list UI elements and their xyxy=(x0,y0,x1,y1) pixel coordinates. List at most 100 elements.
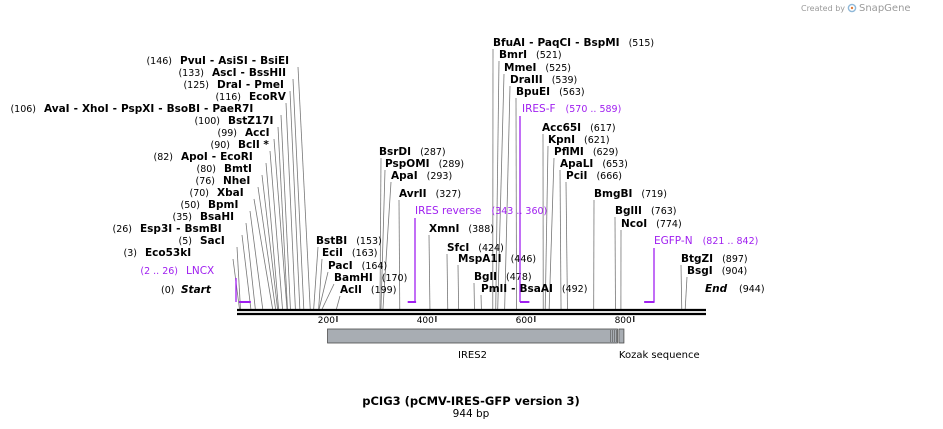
site-pos-bmri: (521) xyxy=(536,50,562,61)
site-name-bsshii[interactable]: BssHII xyxy=(249,67,286,79)
site-name-pspomi[interactable]: PspOMI xyxy=(385,158,430,170)
site-name-bfuai[interactable]: BfuAI xyxy=(493,37,525,49)
site-name-nhei[interactable]: NheI xyxy=(223,175,250,187)
site-name-saci[interactable]: SacI xyxy=(200,235,225,247)
site-name-bmti[interactable]: BmtI xyxy=(224,163,252,175)
site-name-avai[interactable]: AvaI xyxy=(44,103,70,115)
site-pos-drai: (125) xyxy=(183,80,209,91)
site-name-bspmi[interactable]: BspMI xyxy=(583,37,619,49)
site-name-bpmi[interactable]: BpmI xyxy=(208,199,238,211)
primer-pos-lncx: (2 .. 26) xyxy=(140,266,178,277)
site-name-mmei[interactable]: MmeI xyxy=(504,62,536,74)
site-name-asisi[interactable]: AsiSI xyxy=(218,55,247,67)
site-name-paqci[interactable]: PaqCI xyxy=(537,37,571,49)
site-name-pspxi[interactable]: PspXI xyxy=(121,103,154,115)
site-separator: - xyxy=(241,67,245,79)
site-name-asci[interactable]: AscI xyxy=(212,67,237,79)
site-name-bsrdi[interactable]: BsrDI xyxy=(379,146,411,158)
site-name-bcli[interactable]: BclI * xyxy=(238,139,269,151)
site-name-acli[interactable]: AclI xyxy=(340,284,362,296)
site-pos-esp3i: (26) xyxy=(112,224,132,235)
site-name-avrii[interactable]: AvrII xyxy=(399,188,427,200)
site-name-kpni[interactable]: KpnI xyxy=(548,134,575,146)
site-name-bsgi[interactable]: BsgI xyxy=(687,265,713,277)
plasmid-name: pCIG3 (pCMV-IRES-GFP version 3) xyxy=(362,394,579,408)
site-pos-sfci: (424) xyxy=(478,243,504,254)
site-name-bstbi[interactable]: BstBI xyxy=(316,235,347,247)
site-leaders xyxy=(232,48,688,310)
primer-name-ires-reverse[interactable]: IRES reverse xyxy=(415,205,482,217)
site-name-bmgbi[interactable]: BmgBI xyxy=(594,188,632,200)
site-leader-paci xyxy=(318,271,329,310)
site-name-paer7i[interactable]: PaeR7I xyxy=(212,103,253,115)
site-name-pcii[interactable]: PciI xyxy=(566,170,587,182)
site-pos-pcii: (666) xyxy=(596,171,622,182)
site-leader-sfci xyxy=(446,253,449,310)
site-separator: - xyxy=(74,103,78,115)
site-name-acci[interactable]: AccI xyxy=(245,127,269,139)
site-separator: - xyxy=(204,103,208,115)
site-pos-bstz17i: (100) xyxy=(194,116,220,127)
site-name-eco53ki[interactable]: Eco53kI xyxy=(145,247,191,259)
site-name-xbai[interactable]: XbaI xyxy=(217,187,244,199)
site-name-pvui[interactable]: PvuI xyxy=(180,55,206,67)
primer-name-egfp-n[interactable]: EGFP-N xyxy=(654,235,693,247)
site-name-drai[interactable]: DraI xyxy=(217,79,242,91)
features: IRES2 Kozak sequence xyxy=(327,328,700,361)
site-name-bsobi[interactable]: BsoBI xyxy=(167,103,200,115)
site-name-ecii[interactable]: EciI xyxy=(322,247,343,259)
site-separator: - xyxy=(529,37,533,49)
site-name-mspa1i[interactable]: MspA1I xyxy=(458,253,502,265)
site-name-apai[interactable]: ApaI xyxy=(391,170,418,182)
ruler-ticks: 200 400 600 800 xyxy=(318,316,635,326)
site-name-bglii[interactable]: BglII xyxy=(615,205,642,217)
site-name-ecorv[interactable]: EcoRV xyxy=(249,91,287,103)
site-pos-bsgi: (904) xyxy=(722,266,748,277)
site-name-paci[interactable]: PacI xyxy=(328,260,353,272)
feature-label-kozak-sequence: Kozak sequence xyxy=(619,350,700,361)
site-name-bmri[interactable]: BmrI xyxy=(499,49,527,61)
site-name-bsmbi[interactable]: BsmBI xyxy=(185,223,222,235)
site-pos-acci: (99) xyxy=(217,128,237,139)
site-pos-bmti: (80) xyxy=(196,164,216,175)
site-name-bamhi[interactable]: BamHI xyxy=(334,272,373,284)
site-separator: - xyxy=(113,103,117,115)
site-name-bsiei[interactable]: BsiEI xyxy=(260,55,289,67)
site-name-bsahi[interactable]: BsaHI xyxy=(200,211,234,223)
plasmid-length: 944 bp xyxy=(453,408,490,420)
site-name-bpuei[interactable]: BpuEI xyxy=(516,86,550,98)
feature-bar-kozak-sequence[interactable] xyxy=(618,328,625,344)
site-name-draiii[interactable]: DraIII xyxy=(510,74,543,86)
site-name-apali[interactable]: ApaLI xyxy=(560,158,593,170)
site-separator: - xyxy=(176,223,180,235)
site-separator: - xyxy=(246,79,250,91)
site-name-pmli[interactable]: PmlI xyxy=(481,283,507,295)
site-name-acc65i[interactable]: Acc65I xyxy=(542,122,581,134)
site-name-xmni[interactable]: XmnI xyxy=(429,223,459,235)
site-name-bstz17i[interactable]: BstZ17I xyxy=(228,115,273,127)
tick-label: 800 xyxy=(615,316,632,326)
site-name-bsaai[interactable]: BsaAI xyxy=(520,283,553,295)
site-name-apoi[interactable]: ApoI xyxy=(181,151,208,163)
site-name-esp3i[interactable]: Esp3I xyxy=(140,223,172,235)
site-pos-bfuai: (515) xyxy=(629,38,655,49)
site-name-bgli[interactable]: BglI xyxy=(474,271,497,283)
credit-brand: SnapGene xyxy=(859,3,911,14)
site-name-btgzi[interactable]: BtgZI xyxy=(681,253,713,265)
site-pos-avrii: (327) xyxy=(436,189,462,200)
site-name-ecori[interactable]: EcoRI xyxy=(220,151,253,163)
site-pos-asci: (133) xyxy=(178,68,204,79)
credit[interactable]: Created by SnapGene xyxy=(801,3,911,14)
site-leader-mmei xyxy=(497,73,505,310)
site-name-xhoi[interactable]: XhoI xyxy=(82,103,109,115)
feature-bar-ires2[interactable] xyxy=(327,328,618,344)
site-name-pflmi[interactable]: PflMI xyxy=(554,146,584,158)
site-pos-pspomi: (289) xyxy=(439,159,465,170)
site-name-sfci[interactable]: SfcI xyxy=(447,242,469,254)
site-separator: - xyxy=(252,55,256,67)
site-name-pmei[interactable]: PmeI xyxy=(254,79,284,91)
site-name-ncoi[interactable]: NcoI xyxy=(621,218,647,230)
primer-name-lncx[interactable]: LNCX xyxy=(186,265,214,277)
primer-name-ires-f[interactable]: IRES-F xyxy=(522,103,556,115)
site-leader-bcli xyxy=(269,150,283,310)
